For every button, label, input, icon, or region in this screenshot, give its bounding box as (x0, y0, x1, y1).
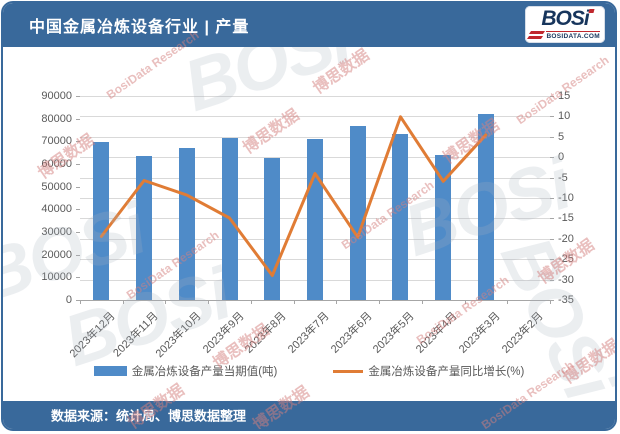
bar-2023年11月 (136, 155, 153, 300)
left-axis-tick (76, 164, 80, 165)
x-axis-label: 2023年10月 (153, 310, 204, 361)
right-axis-label: 10 (558, 110, 571, 123)
legend-item-growth: 金属冶炼设备产量同比增长(%) (333, 363, 524, 379)
x-axis-label: 2023年3月 (456, 310, 503, 356)
bar-2023年12月 (93, 142, 110, 300)
x-axis-line (80, 300, 550, 301)
x-axis-tick (293, 300, 295, 304)
gridline (80, 136, 550, 138)
x-axis-tick (208, 300, 210, 304)
x-axis-tick (250, 300, 252, 304)
left-axis-tick (76, 186, 80, 188)
left-axis-label: 30000 (41, 226, 72, 238)
right-axis-tick (550, 136, 554, 138)
left-axis-label: 20000 (41, 248, 72, 261)
right-axis-label: 0 (558, 151, 565, 164)
left-axis-label: 50000 (41, 180, 72, 193)
logo-stripe-icon (528, 31, 546, 34)
right-axis-tick (550, 116, 554, 118)
right-axis-tick (550, 259, 554, 261)
page-title: 中国金属冶炼设备行业 | 产量 (29, 19, 250, 36)
x-axis-label: 2023年8月 (243, 310, 289, 356)
left-axis-label: 40000 (41, 203, 72, 216)
x-axis-tick (122, 300, 124, 304)
left-axis-tick (76, 118, 80, 120)
legend-label: 金属冶炼设备产量同比增长(%) (368, 366, 525, 378)
right-axis-tick (550, 300, 554, 301)
right-axis-tick (550, 198, 554, 199)
line-swatch-icon (333, 369, 364, 373)
x-axis-label: 2023年9月 (200, 310, 247, 356)
data-source-text: 数据来源：统计局、博思数据整理 (51, 408, 247, 424)
right-axis-tick (550, 238, 554, 240)
logo-wordmark: BOSi (541, 7, 589, 30)
left-axis-tick (76, 209, 80, 211)
bar-2023年3月 (477, 114, 494, 300)
right-axis-tick (550, 279, 554, 281)
right-axis-tick (550, 157, 554, 159)
bar-2023年10月 (178, 147, 195, 300)
footer-bar: 数据来源：统计局、博思数据整理 (3, 401, 615, 429)
left-axis-label: 10000 (41, 271, 72, 284)
x-axis-tick (507, 300, 509, 304)
bar-2023年6月 (349, 125, 366, 300)
header-bar: 中国金属冶炼设备行业 | 产量 BOSi BOSIDATA.COM (3, 3, 615, 47)
left-axis-label: 90000 (41, 90, 72, 102)
x-axis-label: 2023年5月 (371, 310, 418, 356)
x-axis-tick (550, 300, 551, 304)
left-axis-label: 80000 (41, 112, 72, 125)
x-axis-label: 2023年4月 (414, 310, 460, 356)
left-axis-tick (76, 277, 80, 279)
bar-swatch-icon (93, 366, 127, 376)
legend-item-production: 金属冶炼设备产量当期值(吨) (93, 363, 278, 379)
left-axis-tick (76, 141, 80, 143)
right-axis-tick (550, 177, 554, 179)
left-axis-tick (76, 254, 80, 256)
bar-2023年4月 (435, 155, 452, 300)
right-axis-label: -15 (558, 212, 574, 225)
gridline (80, 96, 550, 97)
right-axis-tick (550, 218, 554, 220)
gridline (80, 116, 550, 118)
x-axis-label: 2023年6月 (328, 310, 375, 356)
x-axis-label: 2023年12月 (67, 310, 118, 361)
x-axis-tick (80, 300, 81, 304)
logo-stripe-icon (526, 36, 544, 39)
x-axis-tick (464, 300, 466, 304)
logo-site-text: BOSIDATA.COM (546, 31, 600, 40)
left-axis-label: 60000 (41, 158, 72, 170)
x-axis-tick (379, 300, 381, 304)
legend: 金属冶炼设备产量当期值(吨) 金属冶炼设备产量同比增长(%) (3, 363, 615, 379)
x-axis-tick (421, 300, 423, 304)
plot-area (80, 96, 550, 301)
legend-label: 金属冶炼设备产量当期值(吨) (131, 366, 278, 378)
left-axis-tick (76, 96, 80, 97)
right-axis-label: 5 (558, 130, 565, 143)
right-axis-label: -5 (558, 171, 568, 184)
bar-2023年5月 (392, 133, 409, 300)
left-axis-label: 0 (65, 294, 72, 306)
growth-line (99, 115, 488, 277)
chart-area: BOSi BOSi BOSi BOSi BOSi 0 10000 20000 30000 400… (3, 3, 615, 411)
right-axis-label: 15 (558, 90, 571, 102)
x-axis-label: 2023年7月 (285, 310, 332, 356)
x-axis-tick (336, 300, 338, 304)
right-axis-label: -10 (558, 192, 574, 204)
right-axis-label: -20 (558, 232, 574, 245)
logo-i-dot-icon (588, 9, 595, 13)
left-axis-label: 70000 (41, 135, 72, 148)
x-axis-label: 2023年2月 (499, 310, 546, 356)
right-axis-label: -35 (558, 294, 574, 306)
left-axis-tick (76, 300, 80, 301)
right-axis-tick (550, 96, 554, 97)
x-axis-tick (165, 300, 167, 304)
left-axis-tick (76, 232, 80, 233)
bosi-logo: BOSi BOSIDATA.COM (525, 6, 605, 43)
right-axis-label: -25 (558, 253, 574, 266)
right-axis-label: -30 (558, 273, 574, 286)
